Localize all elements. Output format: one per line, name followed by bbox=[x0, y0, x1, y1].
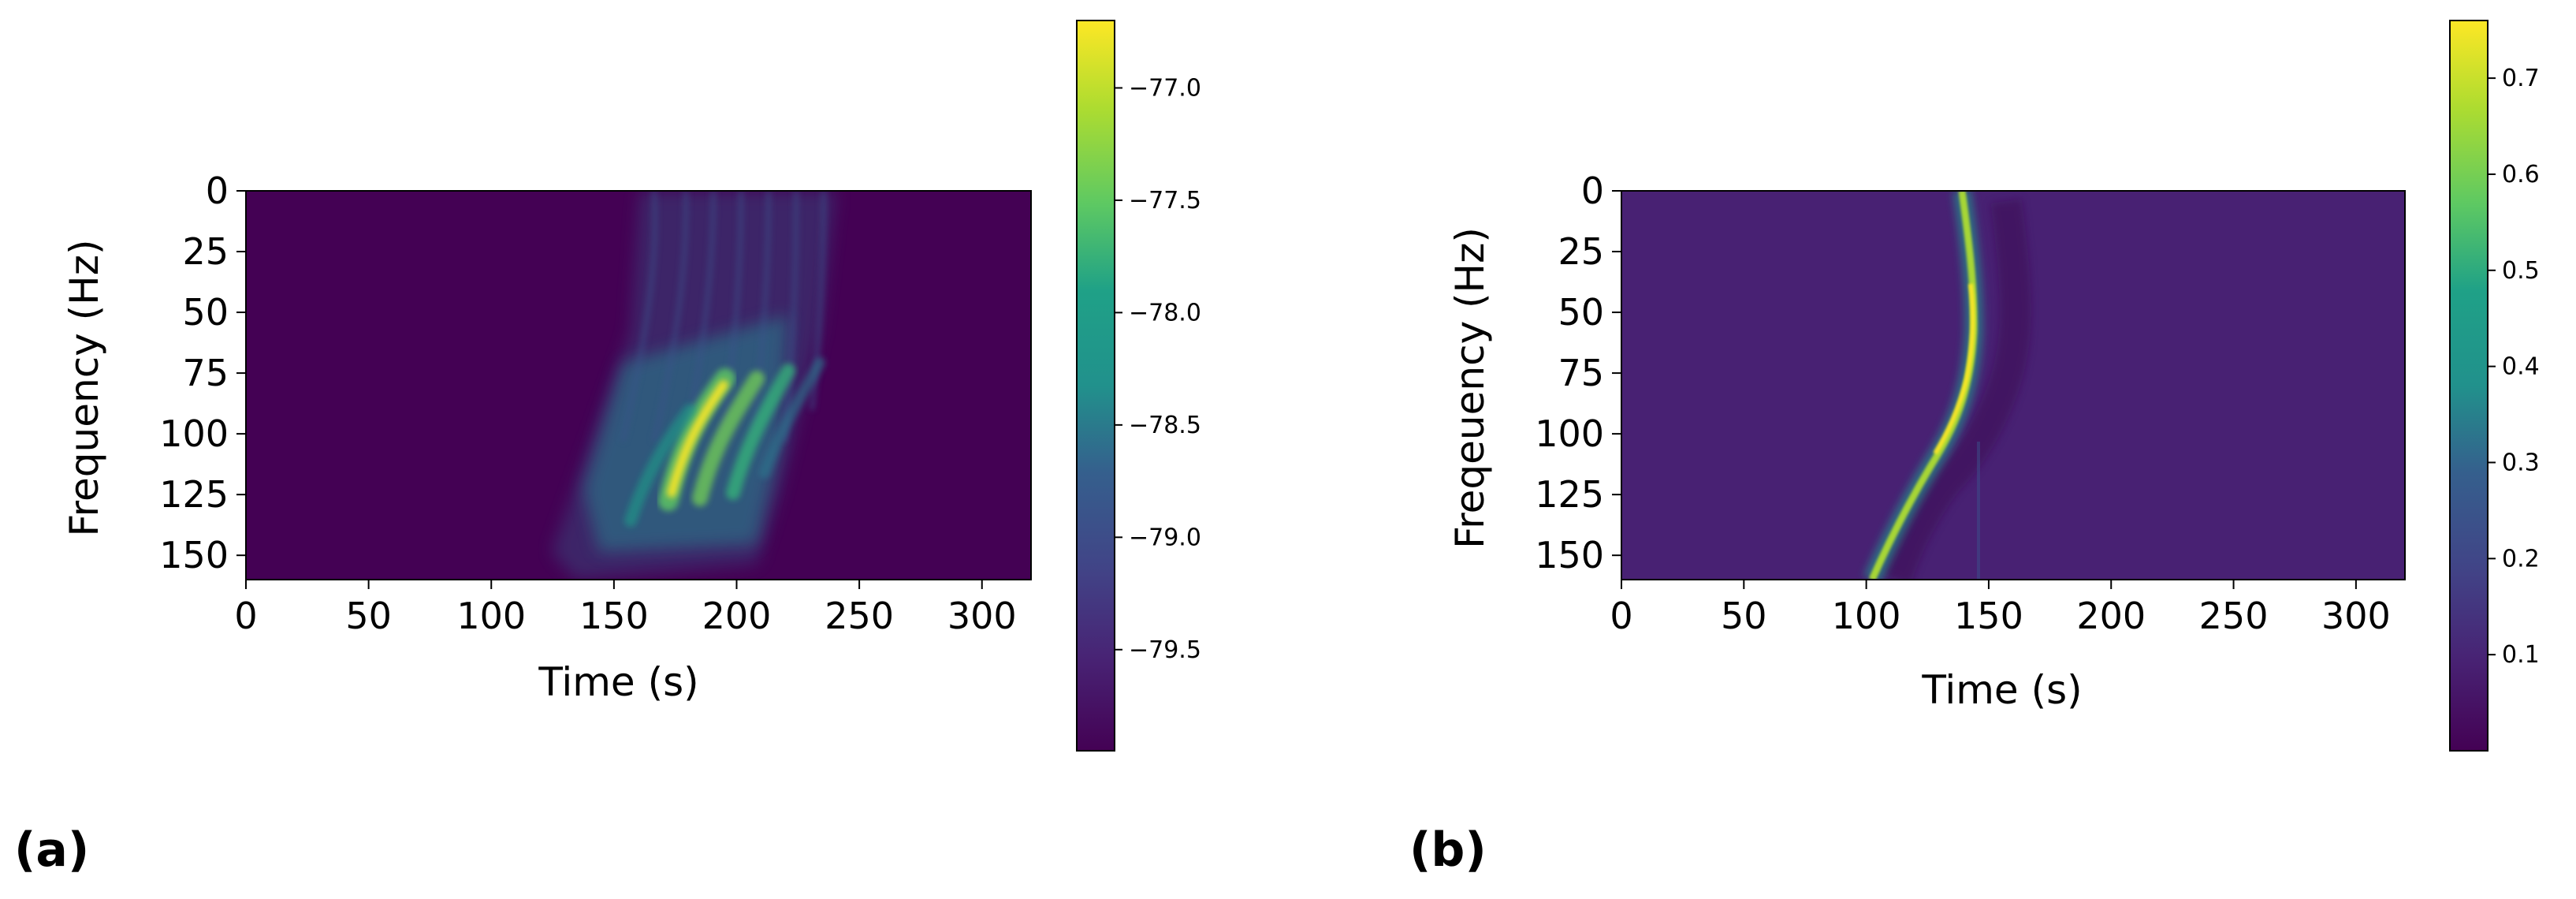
axes-a-xlabel: Time (s) bbox=[538, 659, 698, 705]
x-tick-label: 250 bbox=[825, 595, 894, 637]
y-tick-label: 125 bbox=[159, 473, 229, 516]
y-tick-label: 75 bbox=[182, 352, 229, 394]
ridge-2 bbox=[692, 371, 765, 506]
colorbar-tick-label: −79.5 bbox=[1129, 636, 1201, 664]
colorbar-a-ticks: −77.0 −77.5 −78.0 −78.5 −79.0 −79.5 bbox=[1115, 74, 1201, 664]
colorbar-tick-label: 0.2 bbox=[2502, 545, 2540, 573]
axes-b-ticks: 0 50 100 150 200 250 300 0 25 50 75 100 125 150 bbox=[1535, 170, 2391, 637]
colorbar-tick-label: −78.5 bbox=[1129, 412, 1201, 439]
panel-b: 0 50 100 150 200 250 300 0 25 50 75 100 125 150 Time … bbox=[1409, 20, 2540, 878]
colorbar-tick-label: 0.1 bbox=[2502, 641, 2540, 669]
x-tick-label: 150 bbox=[579, 595, 649, 637]
heatmap-a-ridges bbox=[624, 357, 825, 527]
colorbar-tick-label: 0.5 bbox=[2502, 257, 2540, 285]
axes-a-ylabel: Frequency (Hz) bbox=[61, 239, 107, 536]
y-tick-label: 100 bbox=[1535, 412, 1604, 455]
colorbar-tick-label: 0.7 bbox=[2502, 65, 2540, 92]
x-tick-label: 200 bbox=[702, 595, 772, 637]
x-tick-label: 300 bbox=[947, 595, 1017, 637]
axes-a-frame bbox=[245, 190, 1032, 580]
y-tick-label: 0 bbox=[1581, 170, 1604, 212]
colorbar-tick-label: −79.0 bbox=[1129, 524, 1201, 551]
x-tick-label: 0 bbox=[234, 595, 257, 637]
y-tick-label: 100 bbox=[159, 412, 229, 455]
y-tick-label: 150 bbox=[159, 534, 229, 576]
heatmap-b-shadow bbox=[1881, 199, 2031, 580]
x-tick-label: 250 bbox=[2199, 595, 2269, 637]
colorbar-tick-label: 0.4 bbox=[2502, 353, 2540, 381]
ridge-5 bbox=[759, 357, 825, 479]
colorbar-a bbox=[1076, 20, 1115, 752]
y-tick-label: 150 bbox=[1535, 534, 1604, 576]
panel-b-label: (b) bbox=[1409, 823, 1487, 878]
ridge-1-core bbox=[667, 380, 728, 498]
colorbar-tick-label: −78.0 bbox=[1129, 299, 1201, 326]
panel-a: 0 50 100 150 200 250 300 0 25 50 75 100 125 150 Time … bbox=[14, 20, 1201, 878]
heatmap-a-image bbox=[552, 191, 836, 580]
y-tick-label: 75 bbox=[1558, 352, 1604, 394]
x-tick-label: 300 bbox=[2321, 595, 2391, 637]
axes-b-frame bbox=[1621, 190, 2406, 580]
heatmap-b-image bbox=[1863, 191, 2031, 580]
x-tick-label: 0 bbox=[1610, 595, 1632, 637]
axes-b-xlabel: Time (s) bbox=[1921, 667, 2082, 713]
y-tick-label: 50 bbox=[182, 291, 229, 334]
panel-a-label: (a) bbox=[14, 823, 89, 878]
heatmap-b-curve-core bbox=[1933, 283, 1975, 455]
colorbar-b-ticks: 0.7 0.6 0.5 0.4 0.3 0.2 0.1 bbox=[2488, 65, 2540, 669]
colorbar-b bbox=[2449, 20, 2489, 752]
ridge-3 bbox=[726, 364, 795, 500]
x-tick-label: 200 bbox=[2076, 595, 2146, 637]
x-tick-label: 50 bbox=[345, 595, 392, 637]
x-tick-label: 150 bbox=[1954, 595, 2023, 637]
axes-b-ylabel: Freqeuency (Hz) bbox=[1447, 227, 1493, 549]
y-tick-label: 0 bbox=[206, 170, 229, 212]
colorbar-tick-label: −77.5 bbox=[1129, 187, 1201, 214]
y-tick-label: 25 bbox=[182, 230, 229, 273]
x-tick-label: 50 bbox=[1721, 595, 1767, 637]
axes-a-ticks: 0 50 100 150 200 250 300 0 25 50 75 100 125 150 bbox=[159, 170, 1016, 637]
y-tick-label: 125 bbox=[1535, 473, 1604, 516]
x-tick-label: 100 bbox=[1832, 595, 1901, 637]
colorbar-tick-label: −77.0 bbox=[1129, 74, 1201, 102]
colorbar-tick-label: 0.6 bbox=[2502, 161, 2540, 188]
ridge-4 bbox=[624, 404, 696, 527]
y-tick-label: 50 bbox=[1558, 291, 1604, 334]
x-tick-label: 100 bbox=[456, 595, 526, 637]
y-tick-label: 25 bbox=[1558, 230, 1604, 273]
colorbar-tick-label: 0.3 bbox=[2502, 449, 2540, 476]
